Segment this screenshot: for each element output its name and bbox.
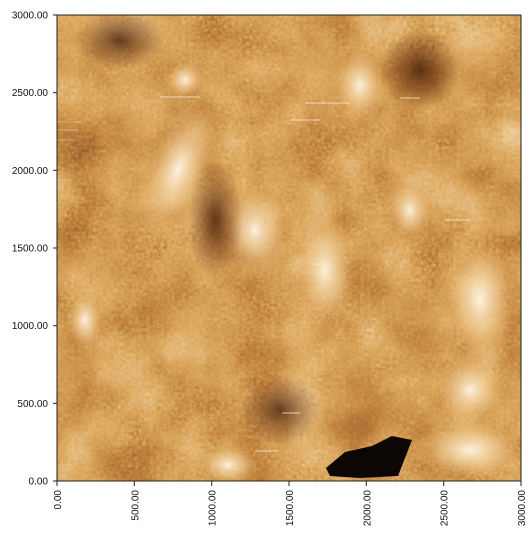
y-tick-label: 2500.00 (12, 88, 49, 99)
y-axis: 0.00 500.00 1000.00 1500.00 2000.00 2500… (12, 11, 58, 488)
x-tick-label: 2500.00 (440, 490, 451, 527)
x-axis: 0.00 500.00 1000.00 1500.00 2000.00 2500… (53, 480, 528, 527)
x-tick-label: 3000.00 (517, 490, 528, 527)
x-tick-label: 500.00 (130, 490, 141, 521)
x-tick-label: 0.00 (53, 490, 64, 510)
y-tick-label: 0.00 (29, 477, 49, 488)
afm-height-image (57, 15, 521, 481)
y-tick-label: 3000.00 (12, 11, 49, 22)
y-tick-label: 1000.00 (12, 321, 49, 332)
x-tick-label: 2000.00 (362, 490, 373, 527)
y-tick-label: 1500.00 (12, 244, 49, 255)
y-tick-label: 500.00 (17, 399, 48, 410)
y-tick-label: 2000.00 (12, 166, 49, 177)
x-tick-label: 1000.00 (208, 490, 219, 527)
x-tick-label: 1500.00 (285, 490, 296, 527)
